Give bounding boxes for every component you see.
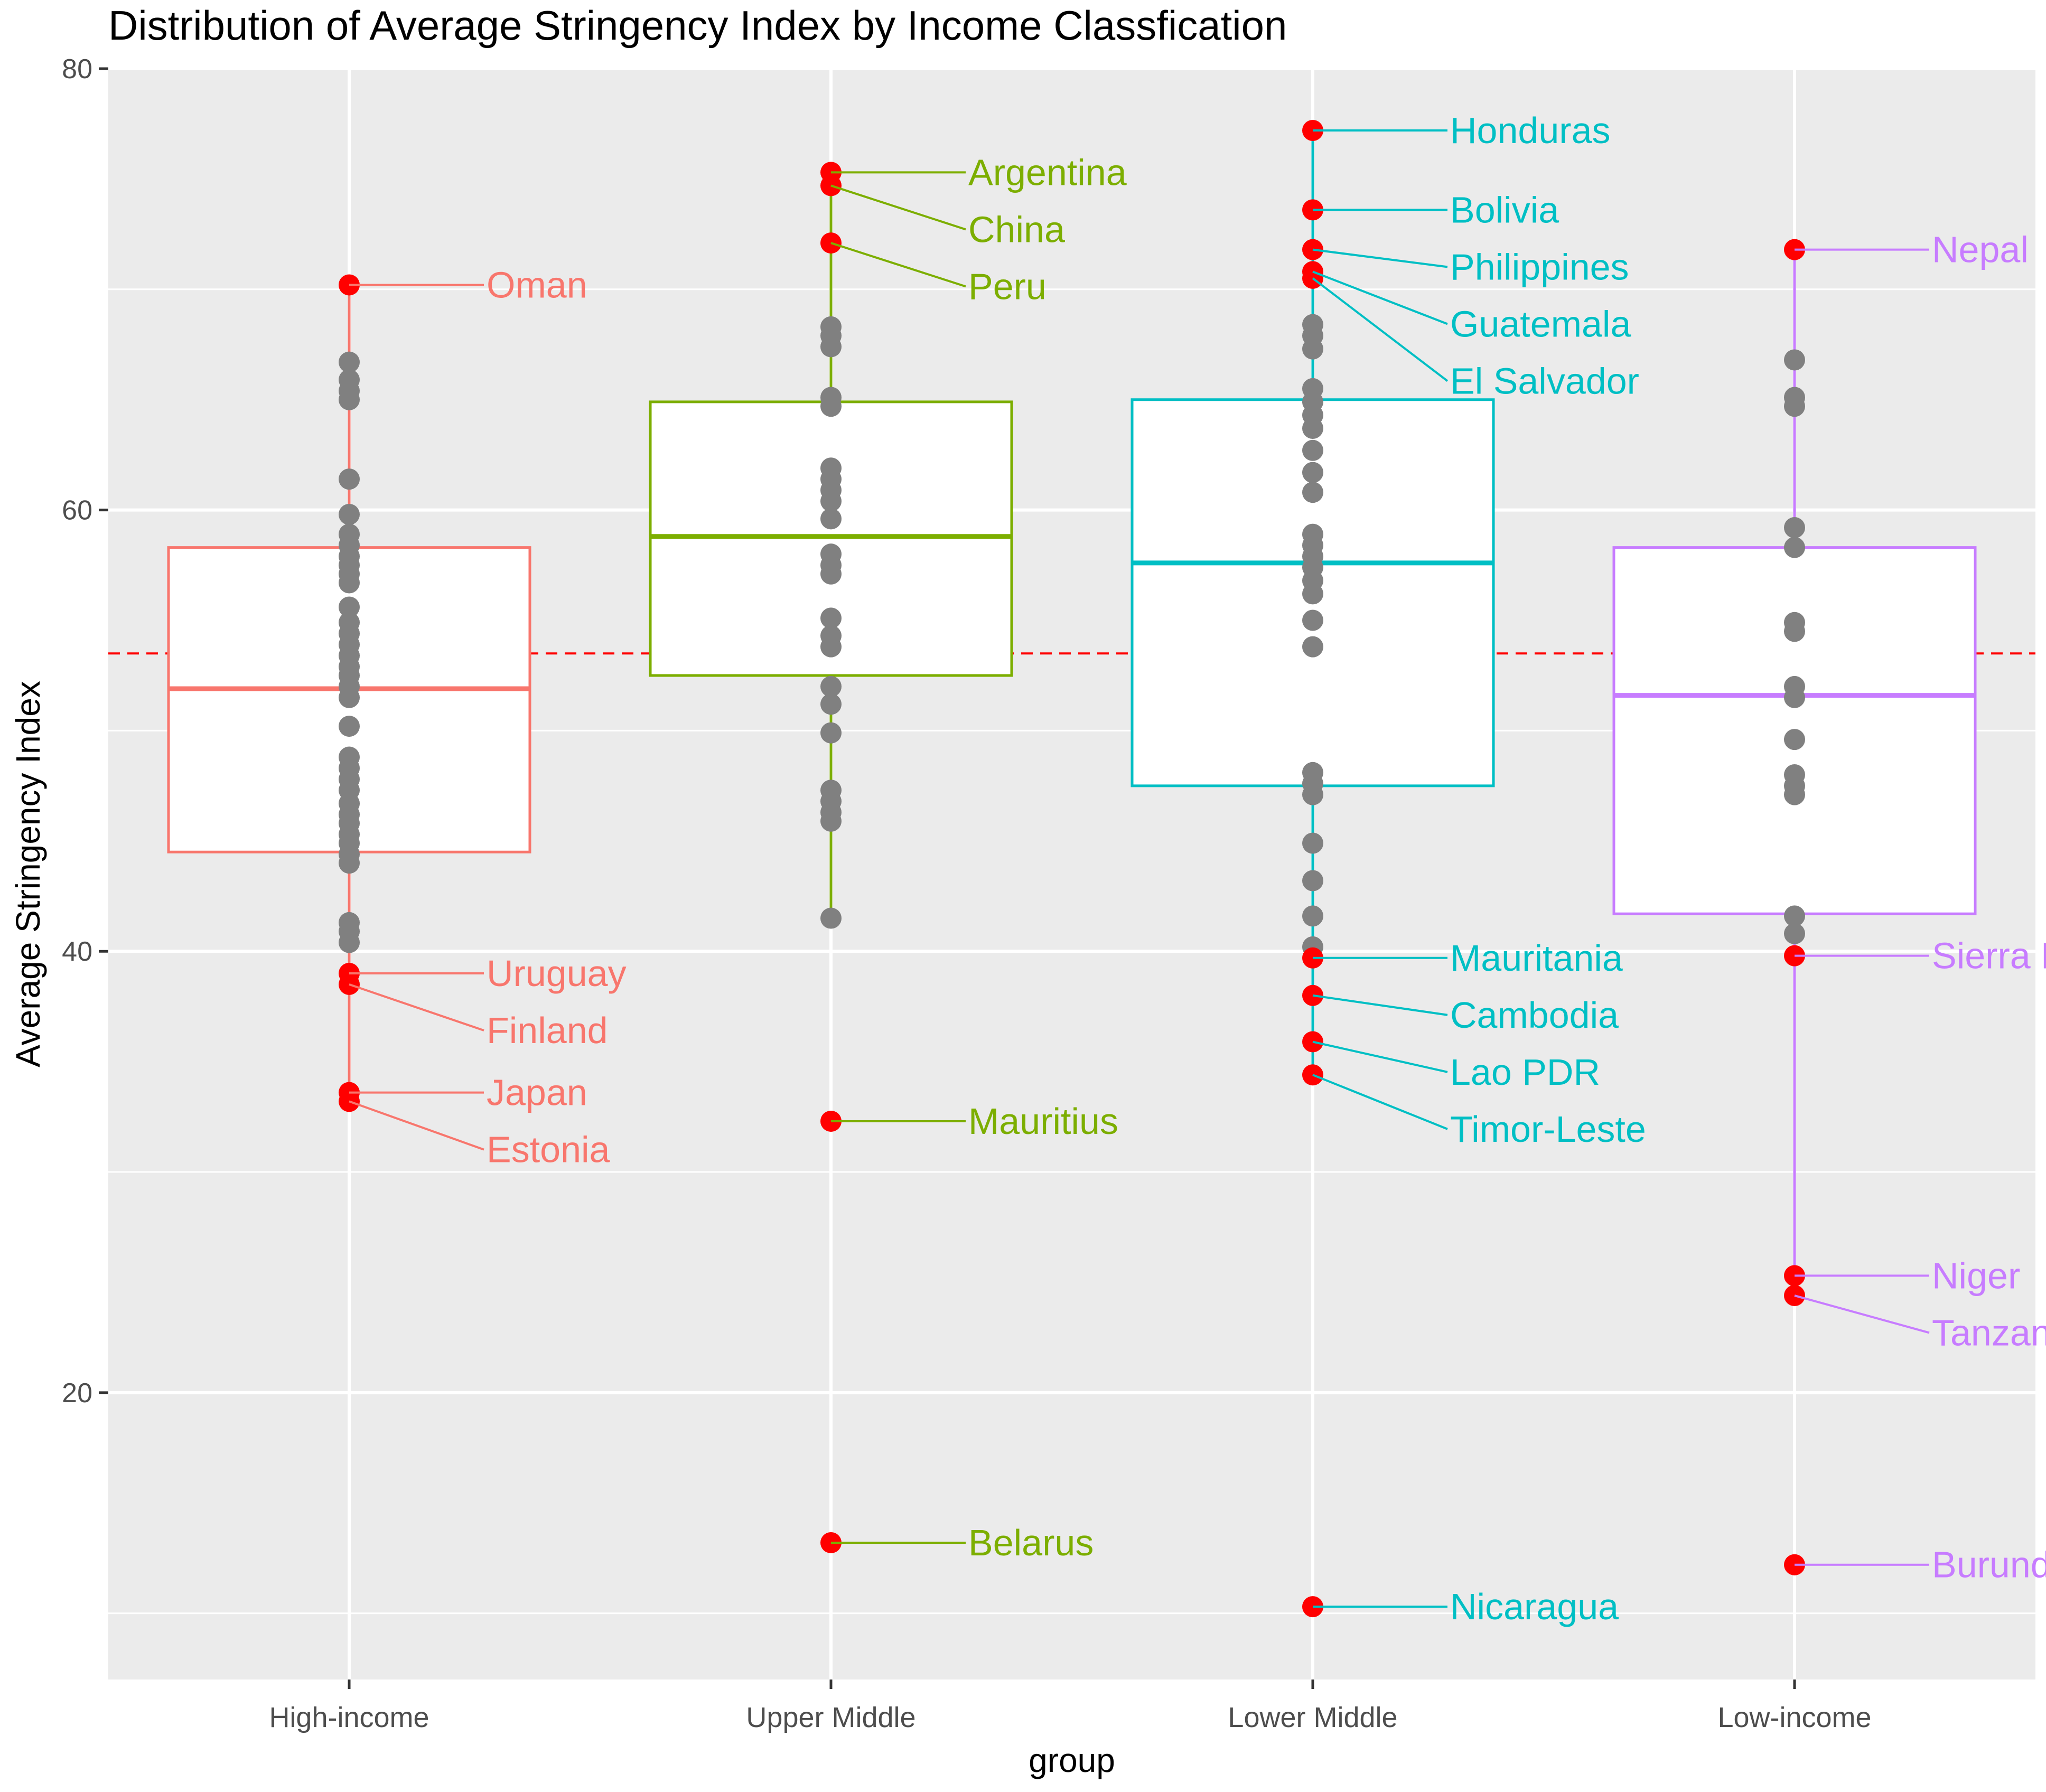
outlier-label: Guatemala	[1450, 303, 1631, 344]
y-tick-label: 60	[62, 495, 92, 526]
data-point	[820, 490, 842, 512]
data-point	[1302, 870, 1323, 892]
data-point	[1302, 583, 1323, 605]
data-point	[1784, 784, 1805, 805]
outlier-label: Bolivia	[1450, 189, 1559, 230]
data-point	[820, 810, 842, 832]
points-layer	[339, 119, 1805, 1618]
label-connector	[1794, 1294, 1930, 1334]
y-tick-label: 20	[62, 1378, 92, 1409]
data-point	[820, 336, 842, 358]
outlier-label: Nicaragua	[1450, 1586, 1619, 1627]
outlier-label: Mauritania	[1450, 937, 1623, 979]
data-point	[820, 563, 842, 585]
data-point	[1302, 338, 1323, 360]
outlier-label: Niger	[1932, 1255, 2020, 1296]
data-point	[1302, 784, 1323, 805]
data-point	[820, 675, 842, 697]
data-point	[1784, 621, 1805, 642]
y-axis-title: Average Stringency Index	[9, 681, 47, 1067]
data-point	[339, 596, 360, 618]
data-point	[1784, 396, 1805, 417]
x-tick-label: Upper Middle	[746, 1702, 915, 1733]
data-point	[1302, 439, 1323, 461]
data-point	[1784, 349, 1805, 371]
outlier-label: Estonia	[487, 1129, 610, 1170]
outlier-label: China	[968, 209, 1065, 250]
data-point	[820, 508, 842, 530]
data-point	[820, 907, 842, 929]
data-point	[1784, 905, 1805, 927]
outlier-label: Lao PDR	[1450, 1052, 1600, 1093]
x-tick-label: Lower Middle	[1228, 1702, 1397, 1733]
outlier-label: Nepal	[1932, 229, 2029, 270]
label-connector	[1312, 994, 1448, 1016]
data-point	[1302, 462, 1323, 483]
label-connector	[1312, 248, 1448, 268]
data-point	[1302, 905, 1323, 927]
outlier-label: Timor-Leste	[1450, 1109, 1646, 1150]
data-point	[339, 503, 360, 525]
data-point	[339, 716, 360, 737]
outlier-label: Uruguay	[487, 953, 627, 994]
data-point	[1784, 517, 1805, 539]
outlier-labels-layer: Oman Uruguay Finland Japan Estonia Argentina C…	[349, 110, 2046, 1627]
axes-layer: 20 40 60 80 High-income Upper Middle Lower Mid…	[62, 54, 1871, 1733]
data-point	[820, 607, 842, 629]
data-point	[339, 687, 360, 708]
data-point	[339, 852, 360, 874]
data-point	[339, 351, 360, 373]
data-point	[820, 396, 842, 417]
data-point	[339, 389, 360, 410]
outlier-label: Mauritius	[968, 1101, 1118, 1142]
data-point	[339, 468, 360, 490]
label-connector	[1312, 277, 1449, 382]
data-point	[1302, 418, 1323, 439]
x-axis-title: group	[1029, 1741, 1115, 1779]
outlier-label: Peru	[968, 266, 1047, 307]
data-point	[1302, 832, 1323, 854]
outlier-label: Belarus	[968, 1522, 1094, 1563]
label-connector	[349, 983, 484, 1031]
data-point	[339, 932, 360, 953]
label-connector	[1312, 1040, 1448, 1073]
data-point	[820, 693, 842, 715]
outlier-label: Philippines	[1450, 246, 1629, 287]
x-tick-label: High-income	[269, 1702, 429, 1733]
y-tick-label: 80	[62, 54, 92, 85]
data-point	[820, 722, 842, 744]
data-point	[1784, 537, 1805, 558]
data-point	[1784, 923, 1805, 944]
outlier-label: El Salvador	[1450, 360, 1639, 401]
data-point	[1784, 729, 1805, 750]
data-point	[1302, 609, 1323, 631]
chart-title: Distribution of Average Stringency Index…	[108, 2, 1287, 49]
label-connector	[1312, 1074, 1448, 1130]
outlier-label: Tanzania	[1932, 1312, 2046, 1353]
outlier-label: Japan	[487, 1072, 587, 1113]
label-connector	[1312, 270, 1448, 325]
data-point	[339, 572, 360, 594]
outlier-label: Sierra Leone	[1932, 935, 2046, 977]
outlier-label: Cambodia	[1450, 994, 1619, 1036]
data-point	[1784, 687, 1805, 708]
y-tick-label: 40	[62, 936, 92, 967]
label-connector	[830, 242, 966, 288]
data-point	[820, 636, 842, 658]
outlier-label: Burundi	[1932, 1544, 2046, 1585]
outlier-label: Finland	[487, 1010, 608, 1051]
label-connector	[349, 1100, 484, 1151]
outlier-label: Oman	[487, 264, 587, 305]
x-tick-label: Low-income	[1717, 1702, 1871, 1733]
data-point	[1302, 636, 1323, 658]
outlier-label: Argentina	[968, 152, 1127, 193]
data-point	[1302, 482, 1323, 503]
label-connector	[830, 184, 966, 231]
outlier-label: Honduras	[1450, 110, 1611, 151]
